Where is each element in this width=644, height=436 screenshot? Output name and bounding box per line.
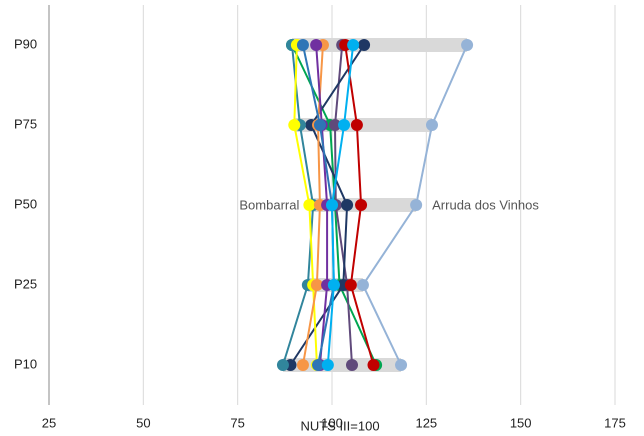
x-tick-label: 25 (42, 415, 56, 430)
point (358, 39, 371, 51)
point (410, 199, 423, 211)
x-tick-label: 125 (415, 415, 437, 430)
point (327, 279, 340, 291)
point (303, 199, 316, 211)
point (350, 119, 363, 131)
point (276, 359, 289, 371)
point (344, 279, 357, 291)
point (313, 119, 326, 131)
point (347, 39, 360, 51)
point (296, 359, 309, 371)
x-tick-label: 75 (230, 415, 244, 430)
point (329, 119, 342, 131)
point (341, 199, 354, 211)
x-tick-label: 150 (510, 415, 532, 430)
x-tick-label: 100 (321, 415, 343, 430)
x-axis-label: NUTS III=100 (300, 418, 379, 433)
point (425, 119, 438, 131)
point (312, 359, 325, 371)
point (310, 279, 323, 291)
point (395, 359, 408, 371)
point (321, 359, 334, 371)
y-tick-label: P10 (14, 356, 37, 371)
y-tick-label: P25 (14, 276, 37, 291)
point (345, 359, 358, 371)
point (288, 119, 301, 131)
x-tick-label: 50 (136, 415, 150, 430)
point (338, 119, 351, 131)
series-label: Arruda dos Vinhos (432, 197, 539, 212)
point (461, 39, 474, 51)
y-tick-label: P50 (14, 196, 37, 211)
point (310, 39, 323, 51)
x-tick-label: 175 (604, 415, 626, 430)
point (355, 199, 368, 211)
point (296, 39, 309, 51)
y-tick-label: P75 (14, 116, 37, 131)
point (326, 199, 338, 211)
y-tick-label: P90 (14, 36, 37, 51)
point (367, 359, 380, 371)
point (356, 279, 369, 291)
series-label: Bombarral (239, 197, 299, 212)
